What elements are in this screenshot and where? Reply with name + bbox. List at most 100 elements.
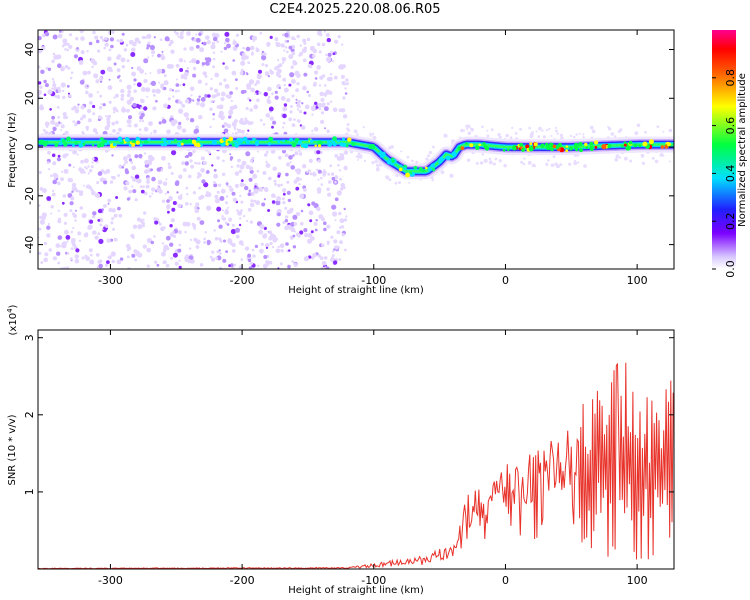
noise-point <box>239 217 242 220</box>
noise-point <box>144 191 148 196</box>
ridge-peak <box>147 138 151 142</box>
noise-point <box>259 224 265 230</box>
noise-point <box>302 164 307 169</box>
ridge-peak <box>623 141 627 145</box>
noise-point <box>369 134 372 137</box>
noise-point <box>614 135 617 138</box>
noise-point <box>247 192 252 197</box>
ridge-peak <box>162 137 167 143</box>
noise-point <box>481 153 485 156</box>
noise-point <box>559 133 564 137</box>
ridge-peak <box>103 139 107 144</box>
noise-point <box>126 59 130 63</box>
noise-point <box>215 256 219 260</box>
noise-point <box>46 233 51 238</box>
noise-point <box>109 67 112 70</box>
noise-point <box>198 115 203 120</box>
noise-point <box>151 54 154 57</box>
noise-point <box>333 239 338 244</box>
noise-point <box>220 188 226 194</box>
noise-point <box>284 46 288 49</box>
noise-point <box>85 256 90 261</box>
noise-point <box>212 118 215 121</box>
noise-point <box>210 100 213 103</box>
noise-point <box>140 113 145 117</box>
noise-point <box>100 103 103 105</box>
noise-point <box>79 192 83 196</box>
noise-point <box>49 108 52 111</box>
noise-point <box>529 135 532 138</box>
noise-point <box>189 238 193 241</box>
noise-point <box>308 94 311 97</box>
noise-point <box>550 163 555 167</box>
noise-point <box>244 117 247 120</box>
noise-point <box>121 65 126 69</box>
ridge-peak <box>342 137 345 141</box>
noise-point <box>238 169 242 173</box>
ridge-peak <box>314 144 318 148</box>
noise-point <box>330 172 335 176</box>
noise-point <box>182 221 188 227</box>
noise-point <box>57 217 62 221</box>
noise-point <box>192 149 196 154</box>
noise-point <box>39 187 44 191</box>
noise-point <box>85 90 89 95</box>
ridge-peak <box>135 140 140 145</box>
noise-point <box>229 91 234 95</box>
noise-point <box>85 232 89 235</box>
noise-point <box>153 36 156 39</box>
noise-point <box>283 83 286 87</box>
noise-point <box>166 199 170 203</box>
noise-point <box>108 207 113 213</box>
noise-point <box>530 131 534 135</box>
noise-point <box>65 266 70 269</box>
noise-point <box>126 255 130 259</box>
noise-point <box>466 127 469 131</box>
noise-point <box>330 235 334 239</box>
noise-point <box>212 51 216 54</box>
noise-point <box>240 179 244 183</box>
noise-point <box>287 198 292 203</box>
noise-point <box>160 55 166 61</box>
noise-point <box>163 103 168 109</box>
noise-point <box>481 125 484 129</box>
noise-point <box>203 241 207 244</box>
noise-point <box>239 182 245 188</box>
noise-point <box>327 172 331 176</box>
noise-point <box>334 154 339 158</box>
noise-point <box>235 33 240 37</box>
noise-point <box>192 73 197 78</box>
noise-point <box>232 40 238 46</box>
noise-point <box>57 89 62 93</box>
noise-point <box>342 114 348 119</box>
noise-point <box>331 255 334 258</box>
ridge-peak <box>585 146 589 150</box>
noise-point <box>240 129 245 134</box>
noise-point <box>498 159 502 163</box>
ridge-peak <box>633 143 638 148</box>
noise-point <box>281 149 287 154</box>
ridge-peak <box>398 167 403 172</box>
noise-point <box>79 79 85 85</box>
snr-y-label: SNR (10 * v/v) <box>7 414 18 485</box>
noise-point <box>325 57 332 63</box>
ridge-peak <box>225 142 229 146</box>
noise-point <box>232 46 238 51</box>
noise-point <box>277 183 281 188</box>
noise-point <box>231 191 236 196</box>
noise-point <box>252 254 256 258</box>
noise-point <box>343 207 346 211</box>
noise-point <box>172 201 177 205</box>
noise-point <box>46 225 51 230</box>
ridge-peak <box>418 167 423 172</box>
ridge-peak <box>590 147 593 151</box>
noise-point <box>235 78 238 81</box>
noise-point <box>150 168 154 172</box>
noise-point <box>221 215 224 218</box>
noise-point <box>143 106 148 111</box>
noise-point <box>251 35 258 41</box>
noise-point <box>216 40 219 43</box>
noise-point <box>248 79 255 85</box>
noise-point <box>218 183 222 187</box>
noise-point <box>51 77 55 81</box>
